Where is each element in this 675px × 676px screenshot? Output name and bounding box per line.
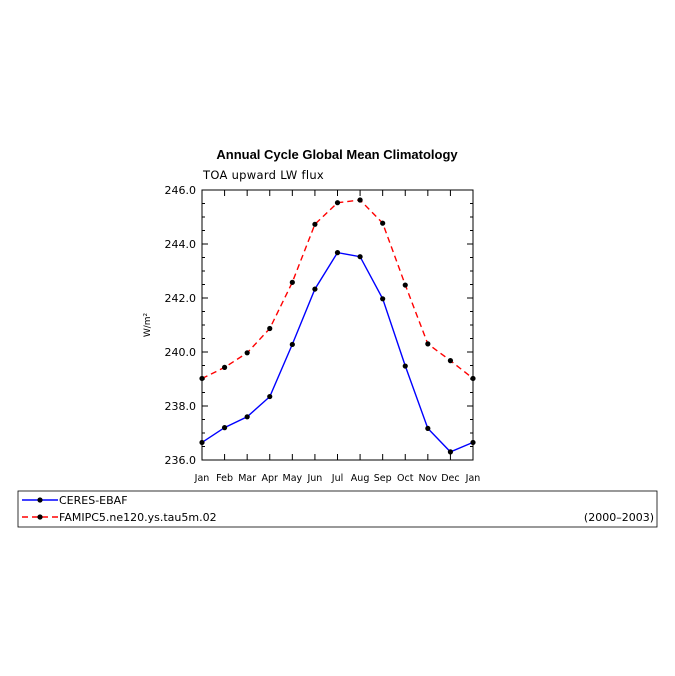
data-point <box>402 363 408 369</box>
data-point <box>334 250 341 256</box>
x-tick-label: May <box>283 473 303 484</box>
data-point <box>312 221 318 227</box>
data-point <box>470 375 476 382</box>
data-point <box>380 220 386 226</box>
x-tick-label: Jan <box>194 473 210 484</box>
data-point <box>244 350 250 356</box>
data-point <box>289 279 295 285</box>
legend-period-note: (2000–2003) <box>584 511 654 524</box>
data-point <box>312 286 318 292</box>
x-tick-label: Feb <box>216 473 233 484</box>
data-point <box>199 439 205 446</box>
chart-title: Annual Cycle Global Mean Climatology <box>216 147 458 162</box>
data-point <box>357 254 363 260</box>
series-line-0 <box>201 251 474 453</box>
legend-box <box>17 490 658 528</box>
x-tick-label: Mar <box>238 473 256 484</box>
data-point <box>447 449 454 455</box>
x-tick-label: Jan <box>465 473 481 484</box>
y-tick-label: 242.0 <box>165 292 197 305</box>
data-point <box>267 325 273 332</box>
legend-label: CERES-EBAF <box>59 494 128 507</box>
x-tick-label: Jul <box>331 473 343 484</box>
series-layer <box>199 197 476 455</box>
data-point <box>357 197 363 203</box>
y-tick-label: 246.0 <box>165 184 197 197</box>
x-tick-label: Nov <box>419 473 438 484</box>
y-axis-label: W/m² <box>143 312 153 337</box>
x-tick-label: Dec <box>441 473 459 484</box>
data-point <box>289 341 295 348</box>
data-point <box>380 296 386 302</box>
data-point <box>470 439 476 446</box>
data-point <box>221 364 228 370</box>
data-point <box>425 425 431 432</box>
data-point <box>199 375 205 382</box>
legend-label: FAMIPC5.ne120.ys.tau5m.02 <box>59 511 217 524</box>
data-point <box>244 414 250 420</box>
x-tick-label: Oct <box>397 473 414 484</box>
data-point <box>402 282 408 288</box>
x-tick-label: Sep <box>374 473 392 484</box>
legend: CERES-EBAF FAMIPC5.ne120.ys.tau5m.02 (2000… <box>17 490 658 528</box>
data-point <box>267 393 273 400</box>
legend-marker <box>37 497 43 503</box>
series-line-1 <box>201 199 474 380</box>
x-tick-label: Apr <box>262 473 279 484</box>
data-point <box>447 358 454 364</box>
x-tick-label: Jun <box>306 473 322 484</box>
data-point <box>425 341 431 347</box>
x-tick-label: Aug <box>351 473 370 484</box>
data-point <box>334 200 341 206</box>
y-tick-label: 240.0 <box>165 346 197 359</box>
chart-subtitle: TOA upward LW flux <box>202 168 324 182</box>
legend-marker <box>37 514 43 520</box>
data-point <box>221 425 228 431</box>
y-tick-label: 244.0 <box>165 238 197 251</box>
axis-ticks: 236.0 238.0 240.0 242.0 244.0 246.0 Jan Feb Mar A… <box>165 184 481 484</box>
y-tick-label: 236.0 <box>165 454 197 467</box>
y-tick-label: 238.0 <box>165 400 197 413</box>
